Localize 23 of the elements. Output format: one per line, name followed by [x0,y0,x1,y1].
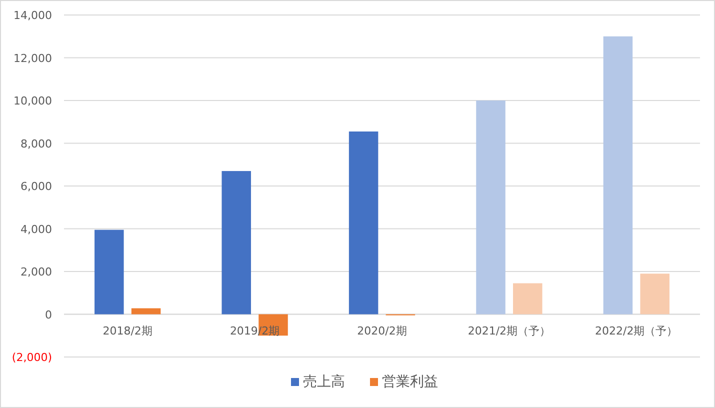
legend-label: 売上高 [303,374,345,390]
y-tick-label: (2,000) [12,351,52,364]
x-tick-label: 2020/2期 [357,324,407,338]
x-tick-label: 2018/2期 [102,324,152,338]
x-tick-label: 2021/2期（予） [468,324,551,338]
legend-label: 営業利益 [382,374,438,390]
bar [476,100,506,314]
bar [94,230,124,314]
y-tick-label: 6,000 [20,180,52,193]
bar [513,283,542,314]
y-tick-label: 10,000 [14,94,52,108]
y-tick-label: 12,000 [14,52,52,65]
y-tick-label: 2,000 [20,266,52,278]
y-tick-label: 8,000 [20,137,52,150]
bar [603,36,633,314]
y-tick-label: 14,000 [14,9,52,22]
x-tick-label: 2022/2期（予） [595,324,678,338]
bar [640,274,670,314]
bar [131,308,161,314]
y-tick-label: 4,000 [20,222,52,236]
y-tick-label: 0 [45,308,52,322]
bar [222,171,251,314]
bar [348,131,378,314]
